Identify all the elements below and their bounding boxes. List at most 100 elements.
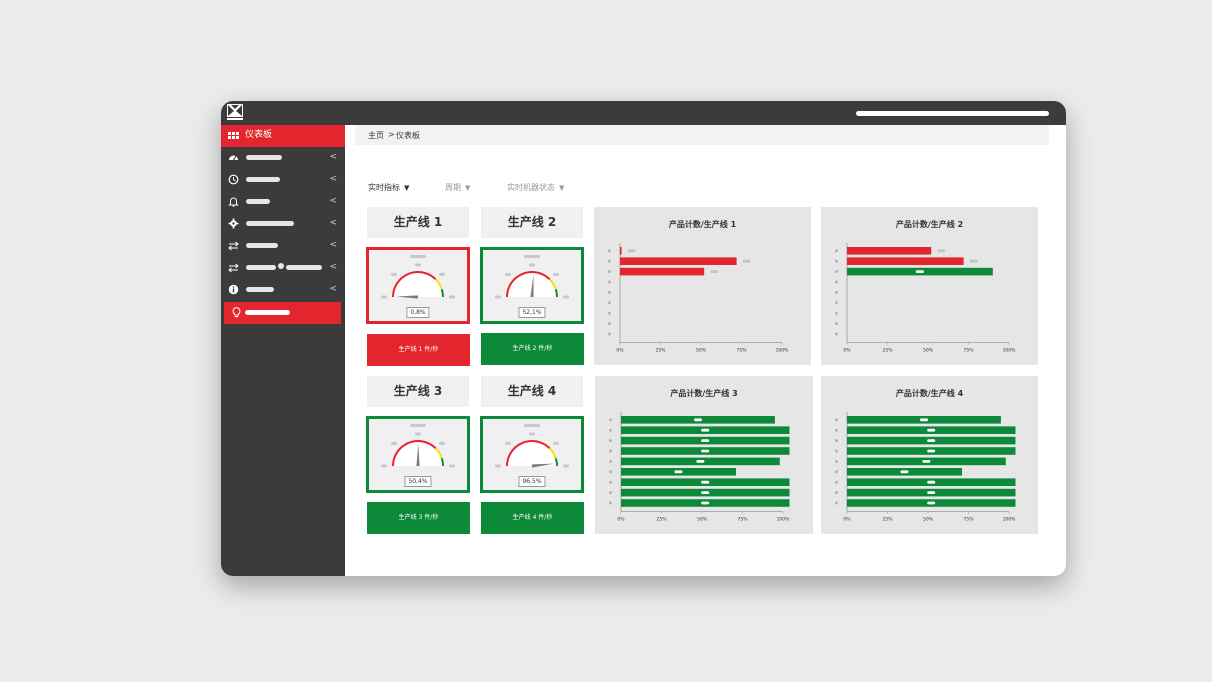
gauge-card[interactable]: 96,5% <box>480 416 584 493</box>
x-tick-label: 0% <box>843 517 851 523</box>
category-label-placeholder <box>608 280 611 284</box>
sidebar-item-dashboard[interactable]: 仪表板 <box>221 125 345 147</box>
gauge-tick-label <box>553 441 559 445</box>
caret-down-icon: ▼ <box>465 184 471 192</box>
sidebar-item-cycles[interactable]: < <box>221 169 345 191</box>
bar <box>620 267 705 276</box>
data-label-placeholder <box>927 449 936 453</box>
sidebar-item-settings[interactable]: < <box>221 213 345 235</box>
x-tick-label: 100% <box>1003 348 1017 354</box>
category-label-placeholder <box>609 439 612 443</box>
tab-cycles[interactable]: 周期 ▼ <box>445 183 470 193</box>
gauge-tick-label <box>391 441 397 445</box>
gauge-card[interactable]: 50,4% <box>366 416 470 493</box>
data-label-placeholder <box>701 491 710 494</box>
category-label-placeholder <box>608 290 611 294</box>
chart-card: 0% 25% 50% 75% 100% 产品计数/生产线 1 <box>594 207 811 365</box>
category-label-placeholder <box>835 418 838 422</box>
x-tick-label: 0% <box>616 348 624 354</box>
chart-title: 产品计数/生产线 4 <box>895 389 964 398</box>
x-tick-label: 50% <box>696 348 707 354</box>
bar-chart: 0% 25% 50% 75% 100% <box>835 243 1017 354</box>
sidebar-dot <box>278 263 284 269</box>
gauge-label-placeholder <box>410 255 426 258</box>
data-label-placeholder <box>927 439 936 442</box>
category-label-placeholder <box>609 491 612 495</box>
x-tick-label: 0% <box>843 348 851 354</box>
sidebar-label-placeholder <box>246 199 270 204</box>
gauge-card[interactable]: 0,8% <box>366 247 470 324</box>
x-tick-label: 0% <box>617 517 625 523</box>
gauge-needle <box>396 295 419 299</box>
line-title: 生产线 2 <box>481 207 583 238</box>
category-label-placeholder <box>835 470 838 474</box>
gauge-tick-label <box>563 295 569 299</box>
data-label-placeholder <box>927 501 936 505</box>
gauge-face <box>507 441 557 466</box>
breadcrumb-current: 仪表板 <box>396 131 420 140</box>
speedometer-icon <box>229 155 238 161</box>
user-menu[interactable] <box>856 111 1049 116</box>
gauge-face <box>393 272 443 297</box>
tab-label: 周期 <box>445 183 461 192</box>
category-label-placeholder <box>835 311 838 315</box>
gauge-arc-red <box>506 270 551 298</box>
gauge-arc-green <box>554 288 559 298</box>
tab-machine-status[interactable]: 实时机器状态 ▼ <box>507 183 564 193</box>
category-label-placeholder <box>609 449 612 453</box>
sidebar-item-transfer-2[interactable]: < <box>221 257 345 279</box>
sidebar-label-placeholder <box>246 221 294 226</box>
clock-icon <box>228 174 239 185</box>
chevron-left-icon: < <box>329 262 337 272</box>
gauge-tick-label <box>449 295 455 299</box>
info-icon <box>228 284 239 295</box>
transfer-icon <box>228 263 239 273</box>
sidebar-label-placeholder <box>245 310 290 315</box>
chart-card: 0% 25% 50% 75% 100% 产品计数/生产线 4 <box>821 376 1038 534</box>
x-tick-label: 50% <box>923 348 934 354</box>
gauge-tick-label <box>449 464 455 468</box>
data-label-placeholder <box>701 449 710 453</box>
line-title: 生产线 3 <box>367 376 469 407</box>
data-label-placeholder <box>696 460 705 463</box>
data-label-placeholder <box>927 428 936 432</box>
category-label-placeholder <box>835 249 838 253</box>
sidebar-item-alerts[interactable]: < <box>221 191 345 213</box>
rate-box: 生产线 3 件/秒 <box>367 502 470 534</box>
data-label-placeholder <box>694 418 702 422</box>
breadcrumb-home-link[interactable]: 主页 <box>368 131 384 140</box>
gauge-card[interactable]: 52,1% <box>480 247 584 324</box>
sidebar-label-placeholder <box>246 155 282 160</box>
sidebar-item-transfer-1[interactable]: < <box>221 235 345 257</box>
lightbulb-icon <box>232 307 241 318</box>
x-tick-label: 75% <box>737 517 748 523</box>
transfer-icon <box>228 241 239 251</box>
breadcrumb: 主页 > 仪表板 <box>355 125 1049 145</box>
gauge-arc-yellow <box>548 278 557 290</box>
data-label-placeholder <box>915 270 924 273</box>
category-label-placeholder <box>608 311 611 315</box>
chart-card: 0% 25% 50% 75% 100% 产品计数/生产线 2 <box>821 207 1038 365</box>
caret-down-icon: ▼ <box>404 184 410 192</box>
sidebar-item-ideas[interactable] <box>224 302 341 324</box>
sidebar-item-label: 仪表板 <box>245 130 273 140</box>
gauge-label-placeholder <box>524 424 540 427</box>
sidebar-item-info[interactable]: < <box>221 279 345 301</box>
x-tick-label: 100% <box>776 348 790 354</box>
category-label-placeholder <box>835 449 838 453</box>
gauge-tick-label <box>505 272 511 276</box>
category-label-placeholder <box>835 332 838 336</box>
category-label-placeholder <box>835 439 838 443</box>
gauge-tick-label <box>495 295 501 299</box>
gauge-arc-green <box>554 457 559 467</box>
category-label-placeholder <box>835 480 838 484</box>
sidebar-item-speed[interactable]: < <box>221 147 345 169</box>
gauge-label-placeholder <box>410 424 426 427</box>
tab-realtime-metrics[interactable]: 实时指标 ▼ <box>368 183 409 193</box>
x-tick-label: 25% <box>655 348 666 354</box>
data-label-placeholder <box>969 259 978 263</box>
top-bar <box>221 101 1066 125</box>
sidebar-label-placeholder <box>246 243 278 248</box>
tab-label: 实时机器状态 <box>507 183 555 192</box>
gauge-tick-label <box>505 441 511 445</box>
